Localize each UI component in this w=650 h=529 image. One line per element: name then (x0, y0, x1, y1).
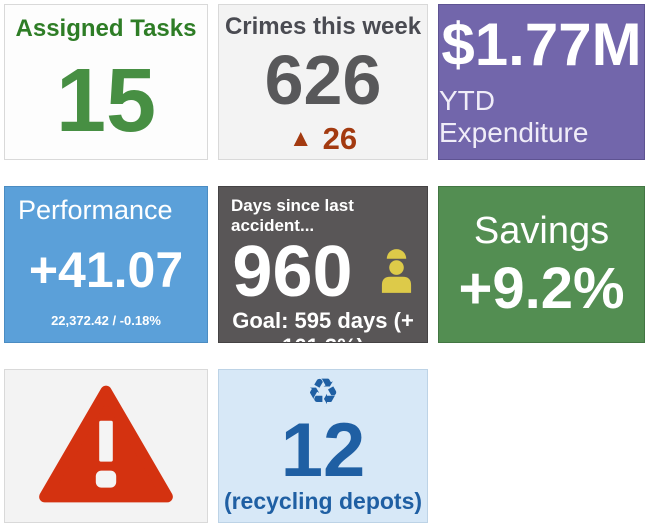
accident-value: 960 (232, 232, 353, 312)
savings-value: +9.2% (458, 256, 625, 322)
tile-performance: Performance +41.07 22,372.42 / -0.18% (4, 186, 208, 343)
tile-alert (4, 369, 208, 523)
accident-title: Days since last accident... (231, 196, 354, 235)
recycling-value: 12 (280, 407, 366, 493)
crimes-value: 626 (264, 41, 382, 119)
tile-savings: Savings +9.2% (438, 186, 645, 343)
performance-value: +41.07 (28, 241, 184, 298)
warning-triangle-icon (38, 384, 174, 509)
crimes-delta: ▲ 26 (219, 123, 427, 154)
tile-assigned-tasks: Assigned Tasks 15 (4, 4, 208, 160)
expenditure-value: $1.77M (441, 11, 642, 78)
tile-days-since-accident: Days since last accident... 960 Goal: 59… (218, 186, 428, 343)
assigned-tasks-value: 15 (55, 51, 157, 151)
crimes-title: Crimes this week (224, 13, 422, 40)
savings-title: Savings (473, 209, 610, 252)
expenditure-label: YTD Expenditure (439, 85, 589, 148)
tile-ytd-expenditure: $1.77M YTD Expenditure (438, 4, 645, 160)
performance-title: Performance (18, 195, 173, 225)
tile-recycling: ♻ 12 (recycling depots) (218, 369, 428, 523)
empty-cell (438, 369, 645, 523)
worker-icon (379, 246, 414, 298)
performance-detail: 22,372.42 / -0.18% (51, 313, 161, 328)
recycle-icon: ♻ (306, 372, 340, 413)
accident-goal: Goal: 595 days (+ 161.3%) (232, 308, 414, 342)
recycling-label: (recycling depots) (223, 488, 423, 514)
tile-crimes-this-week: Crimes this week 626 ▲ 26 (218, 4, 428, 160)
up-arrow-icon: ▲ (288, 124, 313, 152)
assigned-tasks-title: Assigned Tasks (15, 15, 197, 42)
crimes-delta-value: 26 (322, 121, 358, 156)
